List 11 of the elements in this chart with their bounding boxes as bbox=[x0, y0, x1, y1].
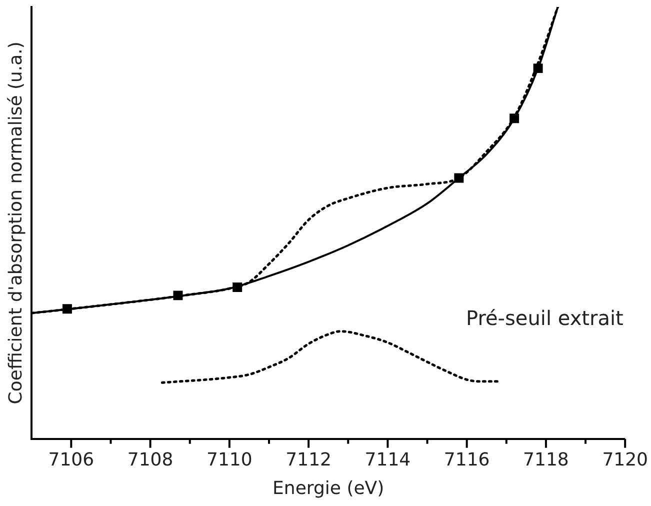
x-tick-label: 7114 bbox=[364, 449, 411, 470]
annotation: Pré-seuil extrait bbox=[466, 306, 624, 330]
x-tick-label: 7120 bbox=[602, 449, 648, 470]
x-tick-label: 7116 bbox=[444, 449, 490, 470]
x-tick-label: 7108 bbox=[127, 449, 174, 470]
x-tick-label: 7106 bbox=[48, 449, 94, 470]
x-axis-title: Energie (eV) bbox=[272, 478, 384, 499]
y-axis-title: Coefficient d'absorption normalisé (u.a.) bbox=[5, 42, 26, 404]
x-tick-label: 7110 bbox=[206, 449, 252, 470]
x-tick-label: 7112 bbox=[286, 449, 332, 470]
x-tick-label: 7118 bbox=[523, 449, 569, 470]
